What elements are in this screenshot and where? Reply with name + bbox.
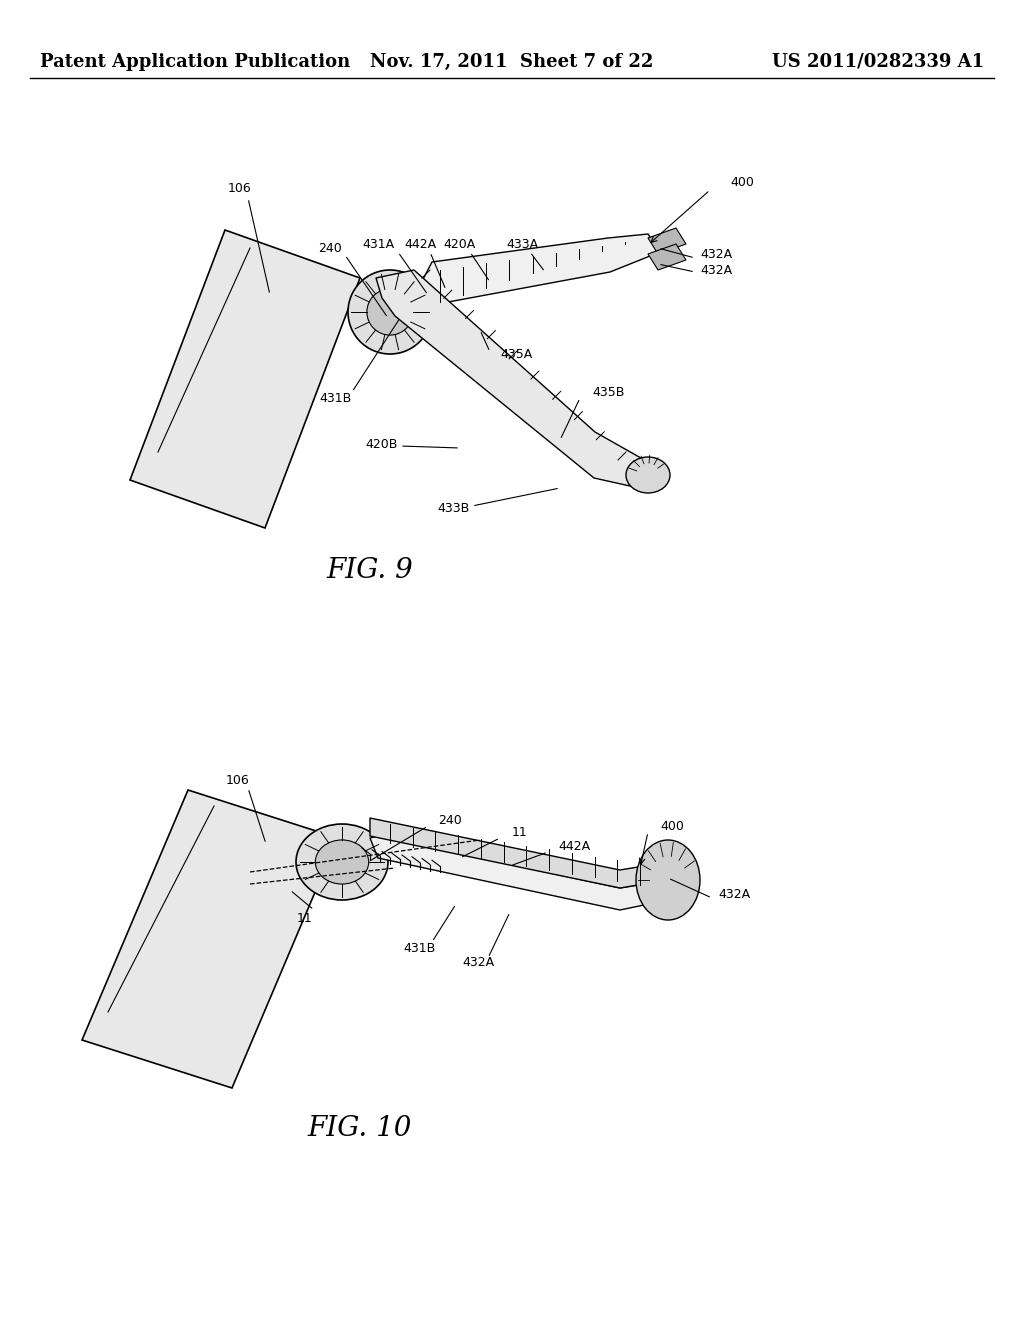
Polygon shape <box>648 228 686 253</box>
Text: FIG. 10: FIG. 10 <box>308 1114 413 1142</box>
Text: 240: 240 <box>438 813 462 826</box>
Text: 431B: 431B <box>318 392 351 404</box>
Text: 11: 11 <box>512 825 527 838</box>
Polygon shape <box>648 244 686 271</box>
Circle shape <box>367 289 413 335</box>
Text: FIG. 9: FIG. 9 <box>327 557 414 583</box>
Text: 435A: 435A <box>500 348 532 362</box>
Text: 106: 106 <box>226 774 250 787</box>
Text: Nov. 17, 2011  Sheet 7 of 22: Nov. 17, 2011 Sheet 7 of 22 <box>371 53 653 71</box>
Text: 431A: 431A <box>361 239 394 252</box>
Ellipse shape <box>636 840 700 920</box>
Polygon shape <box>376 271 648 490</box>
Text: 400: 400 <box>730 177 754 190</box>
Text: 432A: 432A <box>700 248 732 261</box>
Text: 420B: 420B <box>366 437 398 450</box>
Ellipse shape <box>315 840 369 884</box>
Text: 432A: 432A <box>718 888 751 902</box>
Polygon shape <box>82 789 338 1088</box>
Polygon shape <box>420 234 660 305</box>
Text: 435B: 435B <box>592 387 625 400</box>
Text: 432A: 432A <box>700 264 732 276</box>
Text: 420A: 420A <box>443 239 476 252</box>
Ellipse shape <box>626 457 670 492</box>
Circle shape <box>348 271 432 354</box>
Polygon shape <box>130 230 360 528</box>
Polygon shape <box>370 818 668 888</box>
Text: 240: 240 <box>318 242 342 255</box>
Text: Patent Application Publication: Patent Application Publication <box>40 53 350 71</box>
Text: 432A: 432A <box>462 957 494 969</box>
Text: 106: 106 <box>228 181 252 194</box>
Text: 442A: 442A <box>558 840 590 853</box>
Text: 431B: 431B <box>403 941 436 954</box>
Text: 400: 400 <box>660 820 684 833</box>
Text: 433B: 433B <box>438 502 470 515</box>
Ellipse shape <box>296 824 388 900</box>
Text: 433A: 433A <box>506 239 538 252</box>
Text: 442A: 442A <box>403 239 436 252</box>
Text: US 2011/0282339 A1: US 2011/0282339 A1 <box>772 53 984 71</box>
Polygon shape <box>370 836 668 909</box>
Text: 11: 11 <box>297 912 313 924</box>
